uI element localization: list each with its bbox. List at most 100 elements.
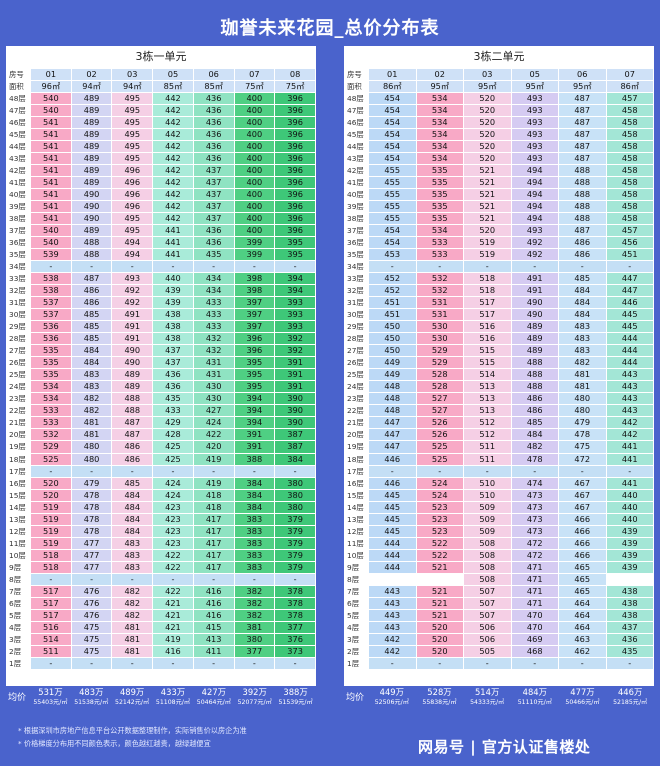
price-cell: 520 <box>463 128 512 142</box>
price-cell: 437 <box>605 620 654 634</box>
avg-total-price: 483万 <box>79 687 104 697</box>
price-cell: 509 <box>463 524 512 538</box>
price-cell: 491 <box>510 272 559 286</box>
price-cell: 485 <box>510 416 559 430</box>
price-cell: 534 <box>415 104 464 118</box>
price-cell: 444 <box>605 356 654 370</box>
price-cell: - <box>192 260 235 274</box>
price-cell: 489 <box>111 380 154 394</box>
floor-label: 42层 <box>6 164 31 178</box>
price-cell: 415 <box>192 620 235 634</box>
floor-label: 22层 <box>6 404 31 418</box>
price-cell: - <box>233 260 276 274</box>
floor-label: 14层 <box>344 500 369 514</box>
price-cell: 397 <box>233 296 276 310</box>
price-cell: 483 <box>558 320 607 334</box>
price-cell: 397 <box>233 320 276 334</box>
floor-row: 31层 451 531 517 490 484 446 <box>344 296 654 310</box>
price-cell: 481 <box>111 620 154 634</box>
price-cell: 442 <box>152 188 194 202</box>
price-cell: 488 <box>558 188 607 202</box>
price-cell: 495 <box>111 104 154 118</box>
floor-label: 33层 <box>344 272 369 286</box>
price-cell: 378 <box>274 584 316 598</box>
price-cell: 434 <box>192 284 235 298</box>
price-cell: 430 <box>192 392 235 406</box>
floor-row: 14层 519 478 484 423 418 384 380 <box>6 500 316 514</box>
price-cell: 396 <box>274 200 316 214</box>
floor-label: 39层 <box>6 200 31 214</box>
price-cell: 509 <box>463 500 512 514</box>
price-cell: 436 <box>192 104 235 118</box>
price-cell: 419 <box>192 476 235 490</box>
price-cell: 488 <box>558 164 607 178</box>
floor-row: 32层 452 532 518 491 484 447 <box>344 284 654 298</box>
price-cell: 393 <box>274 308 316 322</box>
avg-unit-price: 52077元/㎡ <box>237 699 272 706</box>
price-cell: 471 <box>510 572 559 586</box>
price-cell: 518 <box>463 272 512 286</box>
price-cell: 432 <box>192 344 235 358</box>
floor-label: 28层 <box>344 332 369 346</box>
price-cell: 423 <box>152 536 194 550</box>
floor-label: 19层 <box>344 440 369 454</box>
price-cell: 437 <box>192 188 235 202</box>
price-cell: 478 <box>70 488 113 502</box>
floor-row: 15层 520 478 484 424 418 384 380 <box>6 488 316 502</box>
price-cell: 458 <box>605 104 654 118</box>
price-cell: 438 <box>152 308 194 322</box>
price-cell: 458 <box>605 176 654 190</box>
price-cell: 394 <box>233 404 276 418</box>
price-cell: 507 <box>463 584 512 598</box>
floor-label: 3层 <box>344 632 369 646</box>
unit-number: 07 <box>233 67 276 82</box>
price-cell: - <box>70 464 113 478</box>
price-cell: 466 <box>558 512 607 526</box>
price-cell: 417 <box>192 560 235 574</box>
price-cell: 391 <box>274 356 316 370</box>
floor-row: 21层 533 481 487 429 424 394 390 <box>6 416 316 430</box>
price-cell: 489 <box>70 152 113 166</box>
price-cell: 540 <box>30 104 72 118</box>
price-cell: 510 <box>463 488 512 502</box>
price-cell: - <box>605 260 654 274</box>
price-cell: 525 <box>415 440 464 454</box>
price-cell: 396 <box>274 104 316 118</box>
price-cell: 438 <box>605 596 654 610</box>
price-cell: 489 <box>70 224 113 238</box>
floor-label: 4层 <box>344 620 369 634</box>
price-cell: 519 <box>30 512 72 526</box>
price-cell: 380 <box>233 632 276 646</box>
price-cell: 528 <box>415 368 464 382</box>
floor-row: 38层 541 490 495 442 437 400 396 <box>6 212 316 226</box>
price-cell: 445 <box>368 524 417 538</box>
floor-label: 31层 <box>344 296 369 310</box>
floor-row: 32层 538 486 492 439 434 398 394 <box>6 284 316 298</box>
price-cell: 416 <box>192 596 235 610</box>
avg-cell: 528万 55838元/㎡ <box>416 687 464 707</box>
price-cell: 382 <box>233 608 276 622</box>
price-cell: 457 <box>605 92 654 106</box>
price-cell: 493 <box>510 128 559 142</box>
price-cell: 458 <box>605 212 654 226</box>
price-cell: 418 <box>192 488 235 502</box>
price-cell: 496 <box>111 164 154 178</box>
price-cell: 445 <box>605 320 654 334</box>
price-cell: 395 <box>233 356 276 370</box>
price-cell: 380 <box>274 500 316 514</box>
price-cell: 494 <box>111 248 154 262</box>
floor-row: 2层 511 475 481 416 411 377 373 <box>6 644 316 658</box>
price-cell: 455 <box>368 164 417 178</box>
price-cell: 447 <box>368 428 417 442</box>
price-cell: 486 <box>510 392 559 406</box>
avg-unit-price: 55838元/㎡ <box>422 699 457 706</box>
price-cell: 488 <box>510 356 559 370</box>
floor-label: 1层 <box>6 656 31 670</box>
price-cell: 530 <box>415 320 464 334</box>
floor-label: 12层 <box>344 524 369 538</box>
price-cell: 487 <box>558 128 607 142</box>
avg-total-price: 446万 <box>617 687 643 697</box>
price-cell: 467 <box>558 476 607 490</box>
price-cell: 508 <box>463 548 512 562</box>
price-cell: 439 <box>605 524 654 538</box>
